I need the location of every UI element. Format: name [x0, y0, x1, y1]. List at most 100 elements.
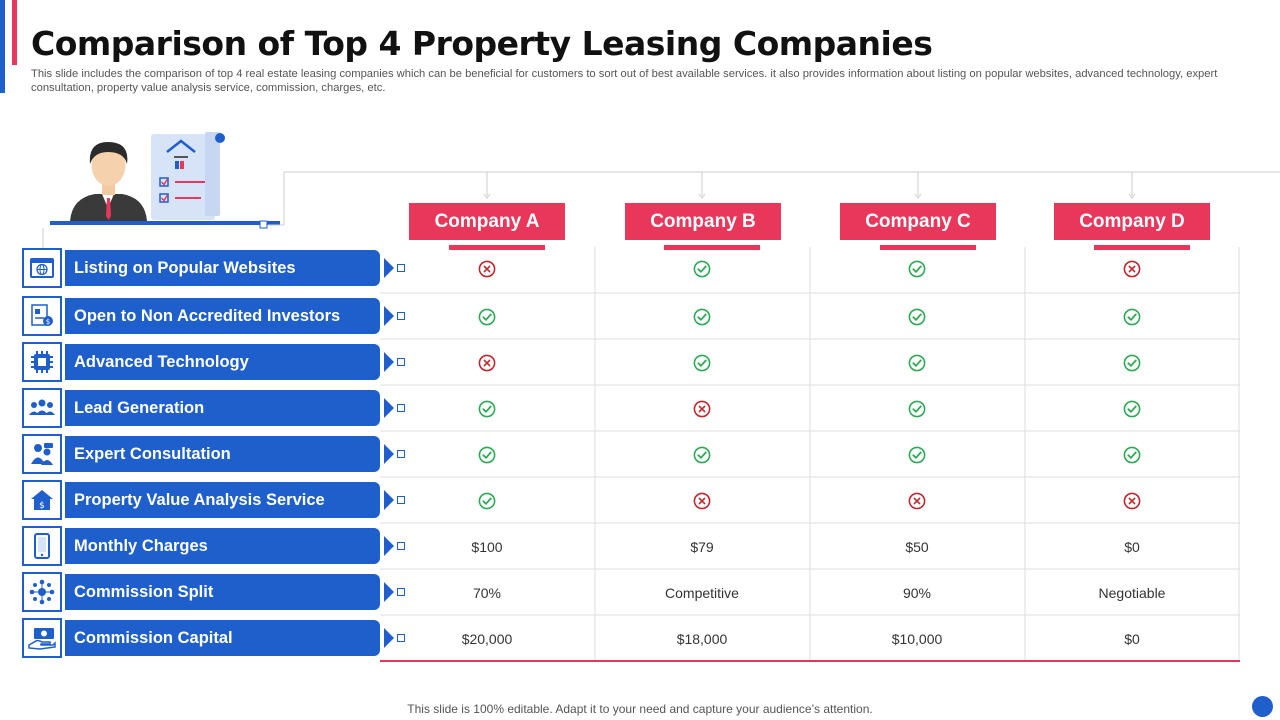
company-c-underline	[880, 245, 976, 250]
row-label: Commission Split	[65, 574, 380, 610]
row-arrow	[384, 628, 394, 648]
table-cell: $50	[905, 539, 929, 555]
row-label: Open to Non Accredited Investors	[65, 298, 380, 334]
check-icon	[817, 297, 1017, 337]
row-arrow	[384, 490, 394, 510]
cross-icon	[1032, 249, 1232, 289]
company-a-header: Company A	[409, 203, 565, 240]
check-icon	[817, 343, 1017, 383]
businessman-document-illustration	[50, 132, 280, 225]
svg-text:$: $	[46, 318, 50, 326]
page-title: Comparison of Top 4 Property Leasing Com…	[31, 24, 933, 63]
cross-icon	[1032, 481, 1232, 521]
company-d-header: Company D	[1054, 203, 1210, 240]
consultation-icon	[22, 434, 62, 474]
table-cell: 70%	[472, 585, 502, 601]
accent-bar-blue	[0, 0, 5, 93]
check-icon	[817, 435, 1017, 475]
table-cell: Competitive	[665, 585, 739, 601]
table-cell: $0	[1124, 631, 1140, 647]
check-icon	[387, 435, 587, 475]
row-arrow	[384, 582, 394, 602]
row-advanced-technology: Advanced Technology	[22, 342, 407, 382]
chip-icon	[22, 342, 62, 382]
check-icon	[817, 389, 1017, 429]
check-icon	[817, 249, 1017, 289]
company-b-header: Company B	[625, 203, 781, 240]
row-arrow	[384, 536, 394, 556]
row-connector-square	[397, 634, 405, 642]
check-icon	[1032, 343, 1232, 383]
row-arrow	[384, 444, 394, 464]
row-label: Property Value Analysis Service	[65, 482, 380, 518]
row-connector-square	[397, 496, 405, 504]
cross-icon	[602, 389, 802, 429]
row-label: Lead Generation	[65, 390, 380, 426]
check-icon	[1032, 435, 1232, 475]
row-commission-split: Commission Split	[22, 572, 407, 612]
corner-dot	[1252, 696, 1273, 717]
check-icon	[387, 389, 587, 429]
row-connector-square	[397, 450, 405, 458]
check-icon	[602, 249, 802, 289]
row-arrow	[384, 306, 394, 326]
table-cell: $79	[690, 539, 714, 555]
table-cell: $10,000	[891, 631, 943, 647]
company-a-underline	[449, 245, 545, 250]
row-expert-consultation: Expert Consultation	[22, 434, 407, 474]
row-monthly-charges: Monthly Charges	[22, 526, 407, 566]
row-connector-square	[397, 358, 405, 366]
table-cell: $100	[471, 539, 503, 555]
check-icon	[602, 297, 802, 337]
document-icon	[151, 132, 225, 220]
check-icon	[387, 481, 587, 521]
row-arrow	[384, 398, 394, 418]
svg-text:$: $	[39, 501, 45, 511]
company-d-underline	[1094, 245, 1190, 250]
mobile-icon	[22, 526, 62, 566]
row-connector-square	[397, 264, 405, 272]
table-cell: 90%	[902, 585, 932, 601]
row-label: Advanced Technology	[65, 344, 380, 380]
row-label: Listing on Popular Websites	[65, 250, 380, 286]
table-cell: $0	[1124, 539, 1140, 555]
house-dollar-icon: $	[22, 480, 62, 520]
row-commission-capital: Commission Capital	[22, 618, 407, 658]
check-icon	[602, 343, 802, 383]
row-listing-on-popular-websites: Listing on Popular Websites	[22, 248, 407, 288]
cross-icon	[387, 343, 587, 383]
comparison-grid	[380, 247, 1240, 662]
row-lead-generation: Lead Generation	[22, 388, 407, 428]
row-label: Commission Capital	[65, 620, 380, 656]
cross-icon	[602, 481, 802, 521]
row-connector-square	[397, 542, 405, 550]
investor-document-icon: $	[22, 296, 62, 336]
table-cell: $20,000	[461, 631, 513, 647]
page-subtitle: This slide includes the comparison of to…	[31, 68, 1218, 94]
businessman-icon	[70, 142, 147, 221]
check-icon	[1032, 389, 1232, 429]
row-connector-square	[397, 312, 405, 320]
footer-note: This slide is 100% editable. Adapt it to…	[407, 702, 873, 716]
table-cell: Negotiable	[1098, 585, 1166, 601]
row-open-to-non-accredited-investors: $ Open to Non Accredited Investors	[22, 296, 407, 336]
row-property-value-analysis-service: $ Property Value Analysis Service	[22, 480, 407, 520]
table-cell: $18,000	[676, 631, 728, 647]
row-connector-square	[397, 588, 405, 596]
check-icon	[1032, 297, 1232, 337]
check-icon	[387, 297, 587, 337]
company-b-underline	[664, 245, 760, 250]
cross-icon	[817, 481, 1017, 521]
row-label: Monthly Charges	[65, 528, 380, 564]
illustration-base	[50, 221, 280, 225]
row-connector-square	[397, 404, 405, 412]
accent-bar-red	[12, 0, 17, 65]
network-icon	[22, 572, 62, 612]
cross-icon	[387, 249, 587, 289]
company-c-header: Company C	[840, 203, 996, 240]
row-label: Expert Consultation	[65, 436, 380, 472]
people-group-icon	[22, 388, 62, 428]
row-arrow	[384, 352, 394, 372]
money-hand-icon	[22, 618, 62, 658]
